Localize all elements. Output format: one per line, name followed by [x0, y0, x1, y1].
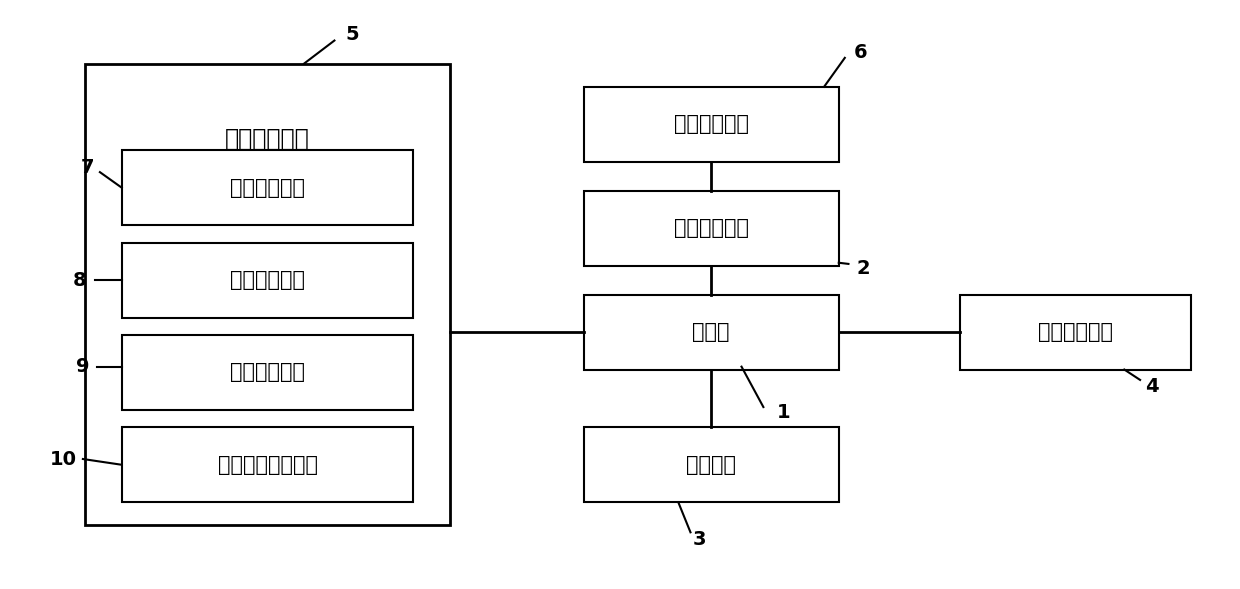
Text: 4: 4 [1146, 378, 1159, 396]
Text: 电流检测模块: 电流检测模块 [231, 270, 305, 290]
Text: 人机交互模块: 人机交互模块 [1038, 322, 1114, 342]
Bar [122, 150, 413, 225]
Bar [960, 294, 1192, 369]
Text: 温度检测模块: 温度检测模块 [231, 362, 305, 382]
Text: 2: 2 [857, 259, 869, 278]
Text: 数据采集模块: 数据采集模块 [226, 127, 310, 151]
Bar [86, 64, 450, 525]
Text: 7: 7 [81, 158, 94, 177]
Bar [122, 335, 413, 410]
Text: 8: 8 [72, 270, 86, 290]
Text: 执行结构: 执行结构 [686, 455, 737, 475]
Text: 控制器: 控制器 [692, 322, 730, 342]
Text: 数据输入模块: 数据输入模块 [673, 114, 749, 134]
Text: 电池内阻检测模块: 电池内阻检测模块 [217, 455, 317, 475]
Bar [584, 87, 838, 162]
Text: 3: 3 [692, 530, 706, 550]
Bar [122, 243, 413, 317]
Text: 数据存储模块: 数据存储模块 [673, 218, 749, 238]
Bar [584, 294, 838, 369]
Text: 1: 1 [777, 403, 791, 422]
Bar [584, 427, 838, 502]
Bar [122, 427, 413, 502]
Text: 电压检测模块: 电压检测模块 [231, 178, 305, 198]
Text: 6: 6 [854, 42, 868, 62]
Text: 5: 5 [346, 25, 360, 44]
Bar [584, 191, 838, 266]
Text: 9: 9 [76, 357, 89, 376]
Text: 10: 10 [50, 449, 77, 468]
